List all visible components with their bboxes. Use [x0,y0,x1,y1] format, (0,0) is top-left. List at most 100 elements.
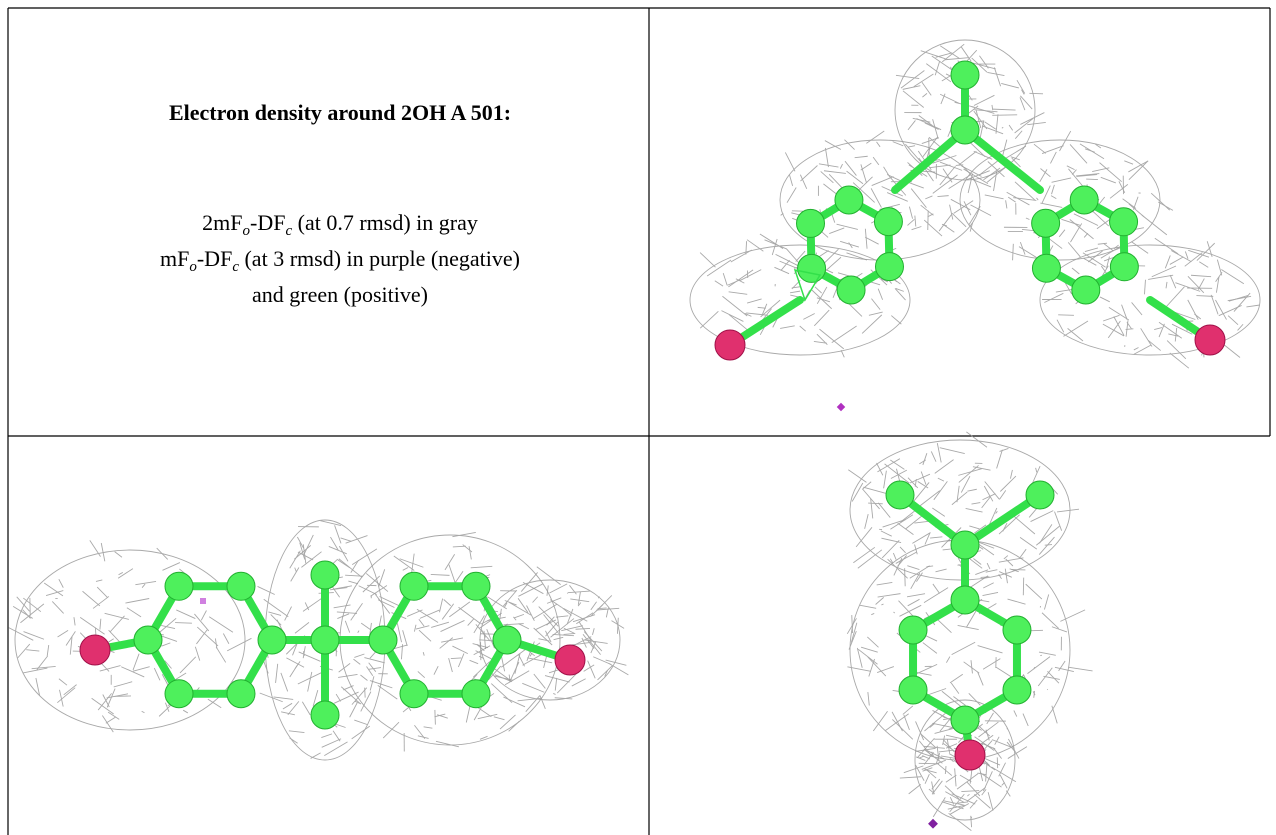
mesh-line [1108,321,1120,338]
mesh-line [913,118,931,122]
mesh-line [102,715,113,732]
mesh-line [592,628,594,635]
mesh-line [967,489,976,491]
caption-line: 2mFo-DFc (at 0.7 rmsd) in gray [202,210,478,239]
mesh-line [556,616,568,617]
mesh-line [961,166,981,177]
mesh-line [868,657,886,676]
mesh-line [1084,258,1097,265]
mesh-line [180,657,196,673]
mesh-line [1072,268,1079,274]
mesh-line [1199,262,1208,268]
carbon-atom [493,626,521,654]
mesh-line [728,270,753,287]
mesh-line [1063,321,1088,336]
mesh-line [289,731,305,733]
bond [383,586,507,693]
mesh-line [441,620,465,631]
mesh-line [747,299,761,303]
mesh-line [1070,220,1094,239]
mesh-line [865,237,879,244]
mesh-line [861,647,878,652]
mesh-line [940,46,959,59]
carbon-atom [899,616,927,644]
mesh-line [855,156,868,157]
mesh-line [1010,470,1012,479]
mesh-line [534,674,546,688]
mesh-line [1166,287,1184,307]
mesh-line [1050,152,1056,164]
mesh-line [789,174,792,186]
mesh-line [958,151,976,165]
mesh-line [1023,714,1028,726]
mesh-line [1012,515,1035,534]
mesh-line [1002,782,1005,785]
mesh-line [545,676,570,683]
mesh-line [832,326,857,343]
mesh-line [276,664,278,683]
mesh-line [451,658,462,659]
mesh-line [1068,667,1092,671]
mesh-line [1040,203,1062,207]
mesh-line [903,86,921,90]
mesh-line [871,188,881,207]
mesh-line [893,142,904,146]
carbon-atom [951,116,979,144]
mesh-line [931,451,936,461]
mesh-line [268,612,281,615]
mesh-line [952,492,967,505]
mesh-line [899,605,921,616]
mesh-line [1215,300,1226,320]
mesh-line [923,643,937,654]
mesh-line [868,692,869,705]
mesh-line [1211,295,1218,315]
mesh-line [436,741,459,747]
mesh-line [183,710,188,713]
mesh-line [1188,300,1198,320]
oxygen-atom [955,740,985,770]
mesh-line [1070,144,1087,163]
carbon-atom [835,186,863,214]
mesh-line [970,205,991,216]
mesh-line [890,460,904,469]
carbon-atom [311,626,339,654]
mesh-line [918,481,928,488]
caption-text: and green (positive) [252,282,428,307]
carbon-atom [1003,676,1031,704]
mesh-line [1008,599,1026,604]
mesh-line [271,614,282,625]
mesh-line [1020,537,1037,549]
mesh-line [584,665,595,672]
mesh-line [1170,257,1184,265]
mesh-line [934,481,948,499]
mesh-line [866,131,884,143]
mesh-line [378,685,397,699]
mesh-line [964,201,971,215]
mesh-line [434,666,438,674]
mesh-line [478,714,498,718]
mesh-line [869,312,883,315]
mesh-line [458,653,464,667]
mesh-line [59,579,63,587]
mesh-line [966,508,983,512]
mesh-line [127,608,141,617]
mesh-line [800,326,806,331]
mesh-line [360,675,367,680]
mesh-line [865,514,869,529]
mesh-line [933,584,940,594]
mesh-line [861,163,872,170]
mesh-line [1141,328,1152,346]
carbon-atom [400,680,428,708]
mesh-line [968,174,972,193]
mesh-line [18,644,30,658]
mesh-line [1101,177,1116,183]
mesh-line [553,634,574,635]
mesh-line [361,623,371,630]
caption-text: mF [160,246,189,271]
carbon-atom [1072,276,1100,304]
mesh-line [352,549,377,565]
carbon-atom [875,253,903,281]
mesh-line [258,586,275,594]
mesh-line [930,165,951,168]
mesh-line [1052,185,1055,194]
